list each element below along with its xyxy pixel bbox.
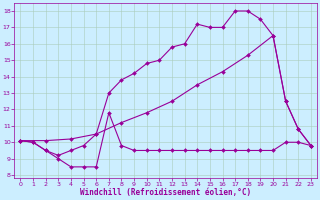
X-axis label: Windchill (Refroidissement éolien,°C): Windchill (Refroidissement éolien,°C) <box>80 188 251 197</box>
